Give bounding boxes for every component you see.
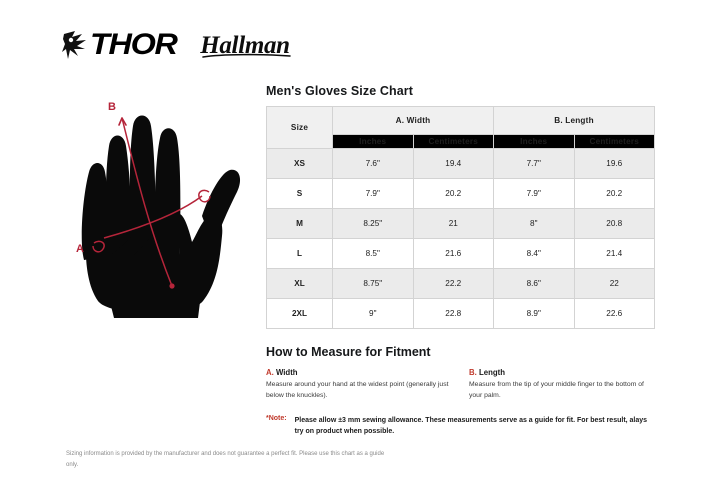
- cell-width-centimeters: 21: [412, 208, 494, 239]
- cell-size: L: [266, 238, 333, 269]
- how-to-width-heading: A. Width: [266, 368, 455, 377]
- cell-width-inches: 7.9": [332, 178, 414, 209]
- cell-width-inches: 8.75": [332, 268, 414, 299]
- header-width-centimeters: Centimeters: [412, 134, 494, 149]
- how-to-length-label: Length: [476, 368, 505, 377]
- table-row: XL 8.75" 22.2 8.6" 22: [266, 268, 655, 299]
- cell-length-inches: 8.9": [493, 298, 575, 329]
- cell-length-inches: 8.4": [493, 238, 575, 269]
- how-to-length-body: Measure from the tip of your middle fing…: [469, 381, 644, 399]
- diagram-label-b: B: [108, 101, 116, 113]
- how-to-measure-columns: A. Width Measure around your hand at the…: [266, 368, 655, 401]
- footer-disclaimer: Sizing information is provided by the ma…: [66, 451, 385, 468]
- how-to-width-label: Width: [273, 368, 298, 377]
- note-label: *Note:: [266, 415, 287, 423]
- diagram-label-a: A: [76, 243, 84, 255]
- header-group-width: A. Width: [332, 106, 494, 135]
- cell-length-inches: 8": [493, 208, 575, 239]
- table-header: Size A. Width B. Length Inches Centimete…: [266, 106, 655, 149]
- length-measure-arrow-b: [118, 117, 173, 287]
- cell-length-centimeters: 21.4: [573, 238, 655, 269]
- hand-silhouette: [81, 115, 241, 318]
- cell-width-inches: 8.25": [332, 208, 414, 239]
- cell-size: XL: [266, 268, 333, 299]
- cell-length-inches: 7.7": [493, 148, 575, 179]
- cell-length-centimeters: 20.2: [573, 178, 655, 209]
- cell-size: XS: [266, 148, 333, 179]
- how-to-measure-title: How to Measure for Fitment: [266, 345, 431, 359]
- cell-length-inches: 7.9": [493, 178, 575, 209]
- cell-width-centimeters: 19.4: [412, 148, 494, 179]
- cell-width-inches: 7.6": [332, 148, 414, 179]
- table-row: S 7.9" 20.2 7.9" 20.2: [266, 178, 655, 209]
- thor-wordmark: THOR: [90, 28, 178, 61]
- cell-width-centimeters: 20.2: [412, 178, 494, 209]
- cell-width-centimeters: 21.6: [412, 238, 494, 269]
- cell-width-centimeters: 22.2: [412, 268, 494, 299]
- table-header-row-units: Inches Centimeters Inches Centimeters: [267, 134, 655, 149]
- thor-logo: THOR: [62, 30, 178, 60]
- cell-length-centimeters: 22: [573, 268, 655, 299]
- cell-length-centimeters: 20.8: [573, 208, 655, 239]
- page-title: Men's Gloves Size Chart: [266, 84, 413, 98]
- header-size: Size: [266, 106, 333, 149]
- hallman-swash-underline: [202, 53, 292, 58]
- how-to-width-column: A. Width Measure around your hand at the…: [266, 368, 469, 401]
- cell-length-inches: 8.6": [493, 268, 575, 299]
- how-to-width-marker: A.: [266, 368, 274, 377]
- brand-logo-row: THOR Hallman: [62, 30, 292, 60]
- note-text: Please allow ±3 mm sewing allowance. The…: [294, 417, 648, 436]
- header-length-inches: Inches: [493, 134, 575, 149]
- cell-size: M: [266, 208, 333, 239]
- table-row: L 8.5" 21.6 8.4" 21.4: [266, 238, 655, 269]
- cell-size: 2XL: [266, 298, 333, 329]
- cell-size: S: [266, 178, 333, 209]
- table-row: 2XL 9" 22.8 8.9" 22.6: [266, 298, 655, 329]
- how-to-measure-section: How to Measure for Fitment A. Width Meas…: [266, 345, 655, 437]
- cell-length-centimeters: 22.6: [573, 298, 655, 329]
- cell-width-inches: 8.5": [332, 238, 414, 269]
- header-length-centimeters: Centimeters: [573, 134, 655, 149]
- length-arrow-endpoint: [169, 283, 175, 289]
- how-to-length-heading: B. Length: [469, 368, 655, 377]
- thor-hammer-icon: [62, 30, 88, 60]
- header-width-inches: Inches: [332, 134, 414, 149]
- table-row: M 8.25" 21 8" 20.8: [266, 208, 655, 239]
- how-to-width-body: Measure around your hand at the widest p…: [266, 381, 449, 399]
- size-chart-table: Size A. Width B. Length Inches Centimete…: [266, 106, 655, 329]
- size-chart-section: Men's Gloves Size Chart Size A. Width B.…: [266, 84, 655, 437]
- cell-width-centimeters: 22.8: [412, 298, 494, 329]
- note-row: *Note: Please allow ±3 mm sewing allowan…: [266, 415, 655, 437]
- how-to-length-column: B. Length Measure from the tip of your m…: [469, 368, 655, 401]
- hallman-logo: Hallman: [200, 33, 292, 58]
- how-to-length-marker: B.: [469, 368, 477, 377]
- table-header-row-groups: Size A. Width B. Length: [266, 106, 655, 149]
- hand-measurement-diagram: B A: [70, 96, 265, 318]
- table-body: XS 7.6" 19.4 7.7" 19.6 S 7.9" 20.2 7.9" …: [266, 148, 655, 329]
- header-group-length: B. Length: [493, 106, 655, 135]
- width-measure-arrow-a: [92, 189, 211, 253]
- table-row: XS 7.6" 19.4 7.7" 19.6: [266, 148, 655, 179]
- cell-length-centimeters: 19.6: [573, 148, 655, 179]
- cell-width-inches: 9": [332, 298, 414, 329]
